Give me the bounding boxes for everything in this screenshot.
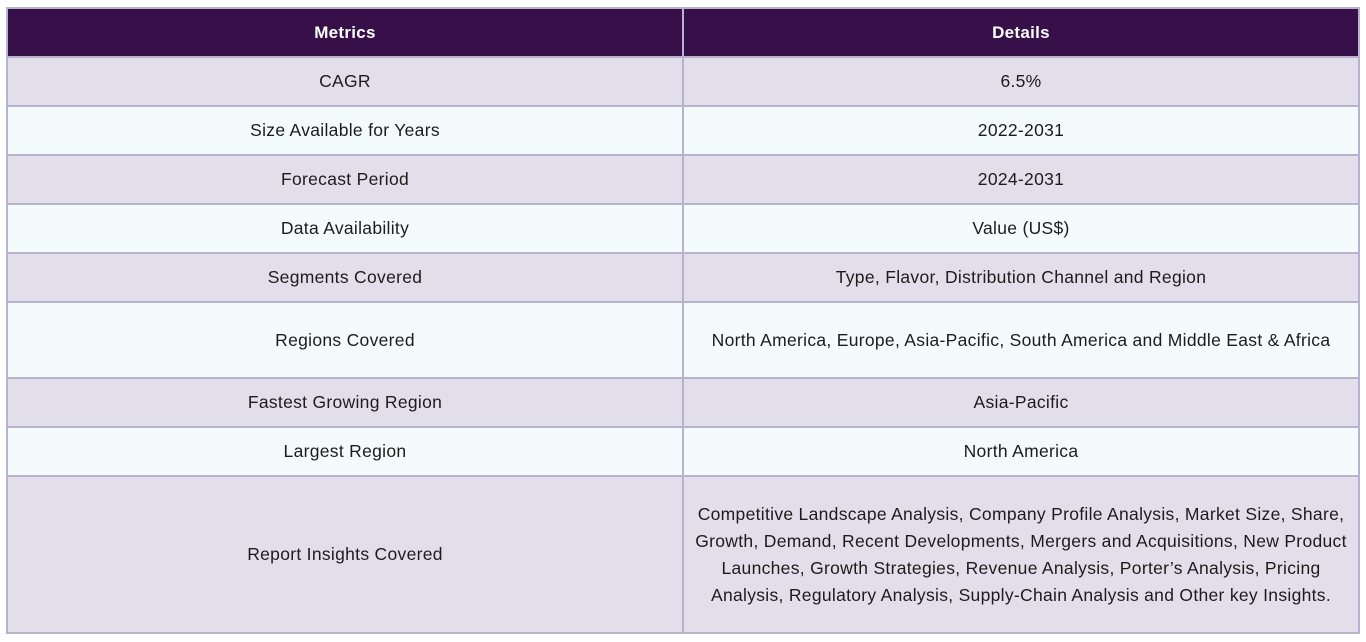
metric-cell: Largest Region — [6, 426, 684, 477]
metric-cell: CAGR — [6, 56, 684, 107]
table-row: Regions Covered North America, Europe, A… — [6, 301, 1360, 379]
metric-cell: Regions Covered — [6, 301, 684, 379]
detail-cell: Value (US$) — [682, 203, 1360, 254]
metric-cell: Report Insights Covered — [6, 475, 684, 634]
metric-cell: Data Availability — [6, 203, 684, 254]
table-row: Forecast Period 2024-2031 — [6, 154, 1360, 205]
metric-cell: Fastest Growing Region — [6, 377, 684, 428]
table-row: Report Insights Covered Competitive Land… — [6, 475, 1360, 634]
detail-cell: 2022-2031 — [682, 105, 1360, 156]
metrics-table-container: Metrics Details CAGR 6.5% Size Available… — [6, 7, 1360, 634]
table-row: Largest Region North America — [6, 426, 1360, 477]
detail-cell: Type, Flavor, Distribution Channel and R… — [682, 252, 1360, 303]
detail-cell: 2024-2031 — [682, 154, 1360, 205]
header-details: Details — [682, 7, 1360, 58]
metrics-table: Metrics Details CAGR 6.5% Size Available… — [6, 7, 1360, 634]
detail-cell: Competitive Landscape Analysis, Company … — [682, 475, 1360, 634]
metric-cell: Segments Covered — [6, 252, 684, 303]
table-row: Fastest Growing Region Asia-Pacific — [6, 377, 1360, 428]
detail-cell: North America, Europe, Asia-Pacific, Sou… — [682, 301, 1360, 379]
table-row: Segments Covered Type, Flavor, Distribut… — [6, 252, 1360, 303]
table-row: CAGR 6.5% — [6, 56, 1360, 107]
table-header-row: Metrics Details — [6, 7, 1360, 58]
detail-cell: Asia-Pacific — [682, 377, 1360, 428]
table-row: Data Availability Value (US$) — [6, 203, 1360, 254]
detail-cell: North America — [682, 426, 1360, 477]
detail-cell: 6.5% — [682, 56, 1360, 107]
metric-cell: Forecast Period — [6, 154, 684, 205]
metric-cell: Size Available for Years — [6, 105, 684, 156]
table-row: Size Available for Years 2022-2031 — [6, 105, 1360, 156]
header-metrics: Metrics — [6, 7, 684, 58]
